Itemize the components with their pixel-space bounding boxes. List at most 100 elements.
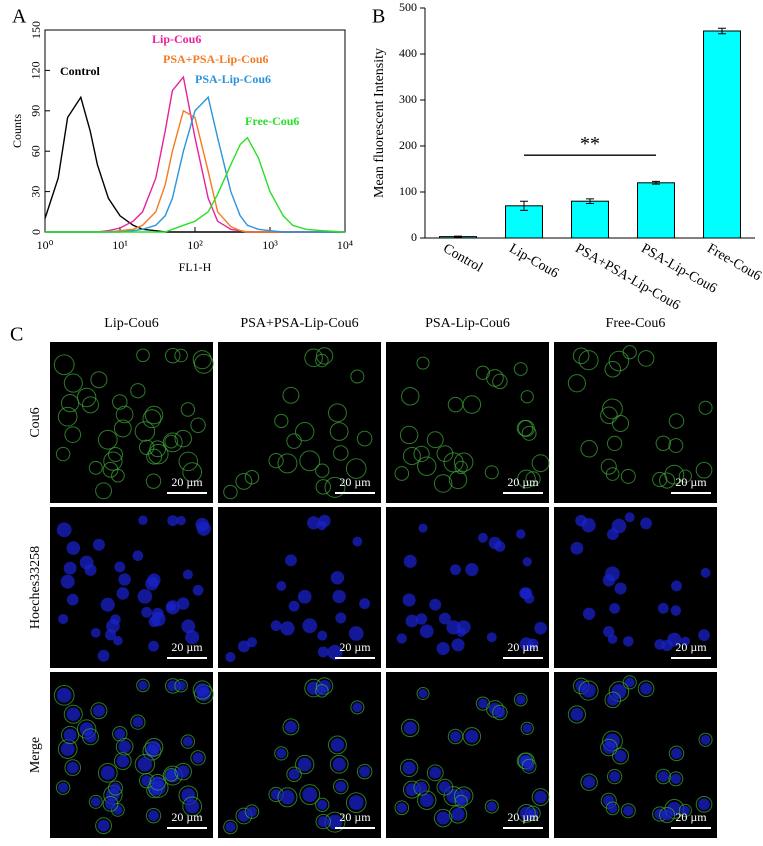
nucleus (56, 687, 72, 703)
nucleus (151, 607, 164, 620)
membrane (112, 394, 128, 410)
scale-bar-label: 20 µm (171, 640, 203, 654)
membrane (223, 484, 238, 500)
nucleus (581, 683, 596, 698)
membrane (328, 403, 347, 423)
membrane (678, 803, 692, 818)
nucleus (137, 756, 153, 772)
nucleus (670, 605, 682, 616)
nucleus (486, 632, 497, 643)
membrane (102, 796, 119, 812)
scale-bar-label: 20 µm (339, 810, 371, 824)
nucleus (284, 720, 297, 733)
nucleus (302, 787, 318, 803)
error-bar (718, 27, 726, 35)
nucleus (523, 761, 535, 772)
membrane (447, 396, 464, 413)
membrane (329, 754, 349, 774)
panel-label: C (10, 324, 23, 346)
x-tick-label: 10³ (262, 238, 278, 252)
nucleus (534, 790, 547, 804)
membrane (416, 356, 430, 370)
membrane (90, 371, 108, 389)
membrane (174, 429, 192, 448)
nucleus (415, 781, 428, 794)
nucleus (246, 806, 258, 817)
nucleus (166, 770, 176, 780)
nucleus (623, 805, 634, 816)
nucleus (195, 517, 209, 532)
membrane (475, 365, 490, 380)
nucleus (519, 806, 534, 821)
micrograph: 20 µm (218, 672, 381, 838)
nucleus (58, 614, 69, 625)
nucleus (148, 640, 159, 652)
x-tick-label: 10¹ (112, 238, 128, 252)
membrane (580, 440, 598, 458)
membrane (454, 460, 468, 475)
membrane (659, 472, 676, 489)
membrane (134, 421, 156, 442)
row-label: Hoeches33258 (28, 546, 43, 629)
nucleus (418, 523, 428, 533)
membrane (417, 790, 437, 810)
nucleus (624, 677, 635, 688)
nucleus (327, 644, 343, 660)
nucleus (494, 707, 506, 718)
membrane (531, 454, 550, 473)
membrane (63, 704, 83, 724)
y-axis-label: Mean fluorescent Intensity (372, 48, 387, 198)
membrane (448, 805, 468, 824)
nucleus (317, 646, 329, 658)
nucleus (348, 626, 364, 641)
nucleus (92, 704, 105, 717)
column-header: Lip-Cou6 (104, 316, 158, 331)
nucleus (100, 765, 115, 780)
series-label: PSA-Lip-Cou6 (195, 72, 271, 86)
membrane (399, 758, 419, 778)
y-tick-label: 150 (29, 21, 43, 39)
membrane (606, 768, 623, 785)
membrane (277, 453, 298, 474)
membrane (190, 750, 206, 766)
nucleus (302, 618, 318, 634)
y-tick-label: 400 (399, 46, 417, 60)
membrane (436, 445, 454, 462)
membrane (88, 794, 103, 809)
nucleus (114, 561, 126, 573)
nucleus (609, 771, 620, 782)
nucleus (182, 736, 193, 747)
nucleus (335, 612, 347, 624)
x-tick-label: Free-Cou6 (704, 241, 763, 284)
membrane (277, 787, 298, 808)
nucleus (519, 637, 534, 651)
membrane (148, 443, 169, 465)
nucleus (116, 754, 130, 768)
nucleus (110, 782, 121, 794)
membrane (182, 462, 203, 483)
nucleus (570, 541, 584, 555)
nucleus (465, 729, 479, 744)
membrane (103, 451, 123, 471)
membrane (400, 387, 420, 406)
membrane (600, 738, 618, 757)
nucleus (419, 624, 434, 639)
membrane (492, 373, 508, 390)
membrane (394, 466, 410, 481)
membrane (652, 471, 668, 488)
membrane (145, 807, 162, 824)
nucleus (225, 651, 236, 663)
membrane (182, 796, 203, 817)
membrane (443, 452, 464, 473)
membrane (433, 474, 453, 493)
membrane (329, 422, 349, 441)
nucleus (118, 573, 131, 586)
membrane (164, 347, 181, 364)
membrane (668, 438, 684, 453)
nucleus (403, 721, 417, 735)
nucleus (698, 629, 710, 642)
membrane (453, 452, 474, 472)
nucleus (494, 540, 506, 552)
nucleus (151, 776, 164, 789)
